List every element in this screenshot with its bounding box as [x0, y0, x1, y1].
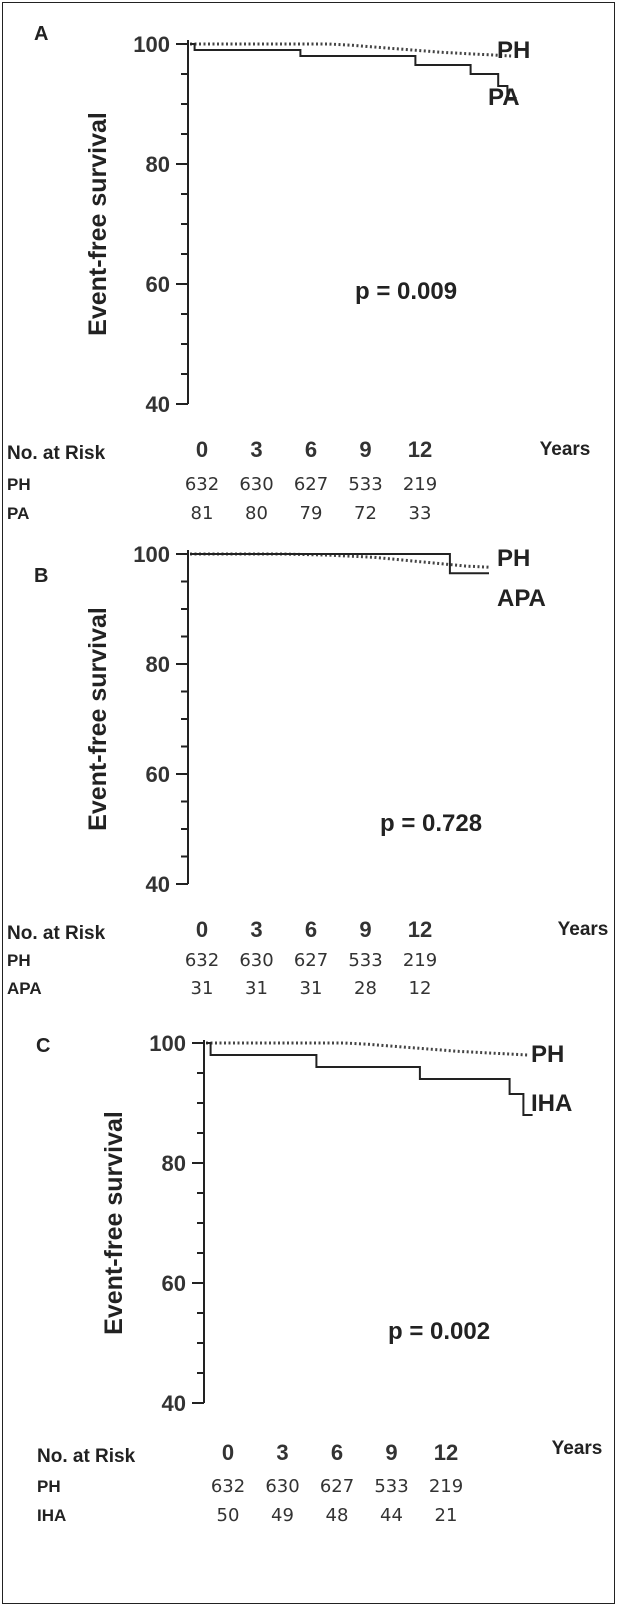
risk-count: 80	[245, 503, 268, 524]
risk-count: 44	[380, 1505, 403, 1526]
y-axis-label: Event-free survival	[100, 1111, 128, 1335]
p-value: p = 0.002	[388, 1318, 490, 1345]
risk-count: 50	[217, 1505, 240, 1526]
x-tick-label: 12	[408, 917, 432, 942]
series-label-ph: PH	[497, 545, 530, 572]
risk-count: 21	[435, 1505, 458, 1526]
series-line-ph	[206, 1041, 529, 1057]
risk-count: 533	[374, 1476, 408, 1497]
x-tick-label: 12	[408, 437, 432, 462]
risk-count: 630	[265, 1476, 299, 1497]
y-tick-label: 40	[146, 872, 170, 897]
risk-count: 28	[354, 978, 377, 999]
x-tick-label: 6	[305, 917, 317, 942]
y-axis-label: Event-free survival	[84, 607, 112, 831]
risk-table-header: No. at Risk	[37, 1446, 136, 1467]
risk-count: 48	[326, 1505, 349, 1526]
risk-row-label: PH	[7, 475, 31, 494]
y-tick-label: 60	[162, 1271, 186, 1296]
risk-count: 31	[300, 978, 323, 999]
series-line-ph	[190, 552, 490, 569]
risk-count: 533	[348, 474, 382, 495]
risk-row-label: PA	[7, 504, 29, 523]
y-tick-label: 80	[146, 652, 170, 677]
y-axis-label: Event-free survival	[84, 112, 112, 336]
x-tick-label: 6	[305, 437, 317, 462]
risk-row-label: PH	[7, 951, 31, 970]
x-tick-label: 3	[250, 917, 262, 942]
panel-label: B	[34, 565, 48, 587]
series-label-pa: PA	[488, 84, 520, 111]
y-tick-label: 60	[146, 272, 170, 297]
risk-count: 219	[429, 1476, 463, 1497]
x-axis-label: Years	[540, 439, 591, 460]
risk-count: 12	[409, 978, 432, 999]
y-tick-label: 40	[146, 392, 170, 417]
x-tick-label: 0	[222, 1440, 234, 1465]
risk-count: 49	[271, 1505, 294, 1526]
x-tick-label: 9	[385, 1440, 397, 1465]
series-label-ph: PH	[497, 37, 530, 64]
risk-count: 533	[348, 950, 382, 971]
risk-table-header: No. at Risk	[7, 443, 106, 464]
p-value: p = 0.009	[355, 278, 457, 305]
risk-count: 627	[320, 1476, 354, 1497]
series-line-ph	[190, 42, 513, 58]
risk-count: 630	[239, 950, 273, 971]
x-tick-label: 0	[196, 437, 208, 462]
risk-count: 632	[185, 474, 219, 495]
series-line-iha	[206, 1042, 533, 1116]
y-tick-label: 100	[149, 1031, 186, 1056]
risk-count: 627	[294, 474, 328, 495]
x-tick-label: 0	[196, 917, 208, 942]
p-value: p = 0.728	[380, 810, 482, 837]
risk-row-label: APA	[7, 979, 42, 998]
y-tick-label: 40	[162, 1391, 186, 1416]
series-line-pa	[190, 43, 517, 99]
x-axis-label: Years	[558, 919, 609, 940]
x-tick-label: 9	[359, 437, 371, 462]
risk-count: 79	[300, 503, 323, 524]
risk-count: 31	[191, 978, 214, 999]
x-tick-label: 3	[250, 437, 262, 462]
risk-row-label: PH	[37, 1477, 61, 1496]
risk-count: 630	[239, 474, 273, 495]
y-tick-label: 100	[133, 542, 170, 567]
risk-count: 627	[294, 950, 328, 971]
risk-count: 31	[245, 978, 268, 999]
risk-count: 219	[403, 474, 437, 495]
x-tick-label: 12	[434, 1440, 458, 1465]
risk-count: 33	[409, 503, 432, 524]
y-tick-label: 80	[162, 1151, 186, 1176]
x-tick-label: 3	[276, 1440, 288, 1465]
y-tick-label: 100	[133, 32, 170, 57]
x-tick-label: 9	[359, 917, 371, 942]
risk-table-header: No. at Risk	[7, 923, 106, 944]
panel-label: A	[34, 23, 48, 45]
risk-count: 632	[185, 950, 219, 971]
x-tick-label: 6	[331, 1440, 343, 1465]
risk-count: 219	[403, 950, 437, 971]
x-axis-label: Years	[552, 1438, 603, 1459]
panel-label: C	[36, 1035, 50, 1057]
risk-count: 72	[354, 503, 377, 524]
series-label-apa: APA	[497, 585, 546, 612]
series-label-iha: IHA	[531, 1090, 572, 1117]
risk-row-label: IHA	[37, 1506, 66, 1525]
risk-count: 81	[191, 503, 214, 524]
y-tick-label: 60	[146, 762, 170, 787]
y-tick-label: 80	[146, 152, 170, 177]
risk-count: 632	[211, 1476, 245, 1497]
series-line-apa	[190, 553, 489, 575]
series-label-ph: PH	[531, 1041, 564, 1068]
